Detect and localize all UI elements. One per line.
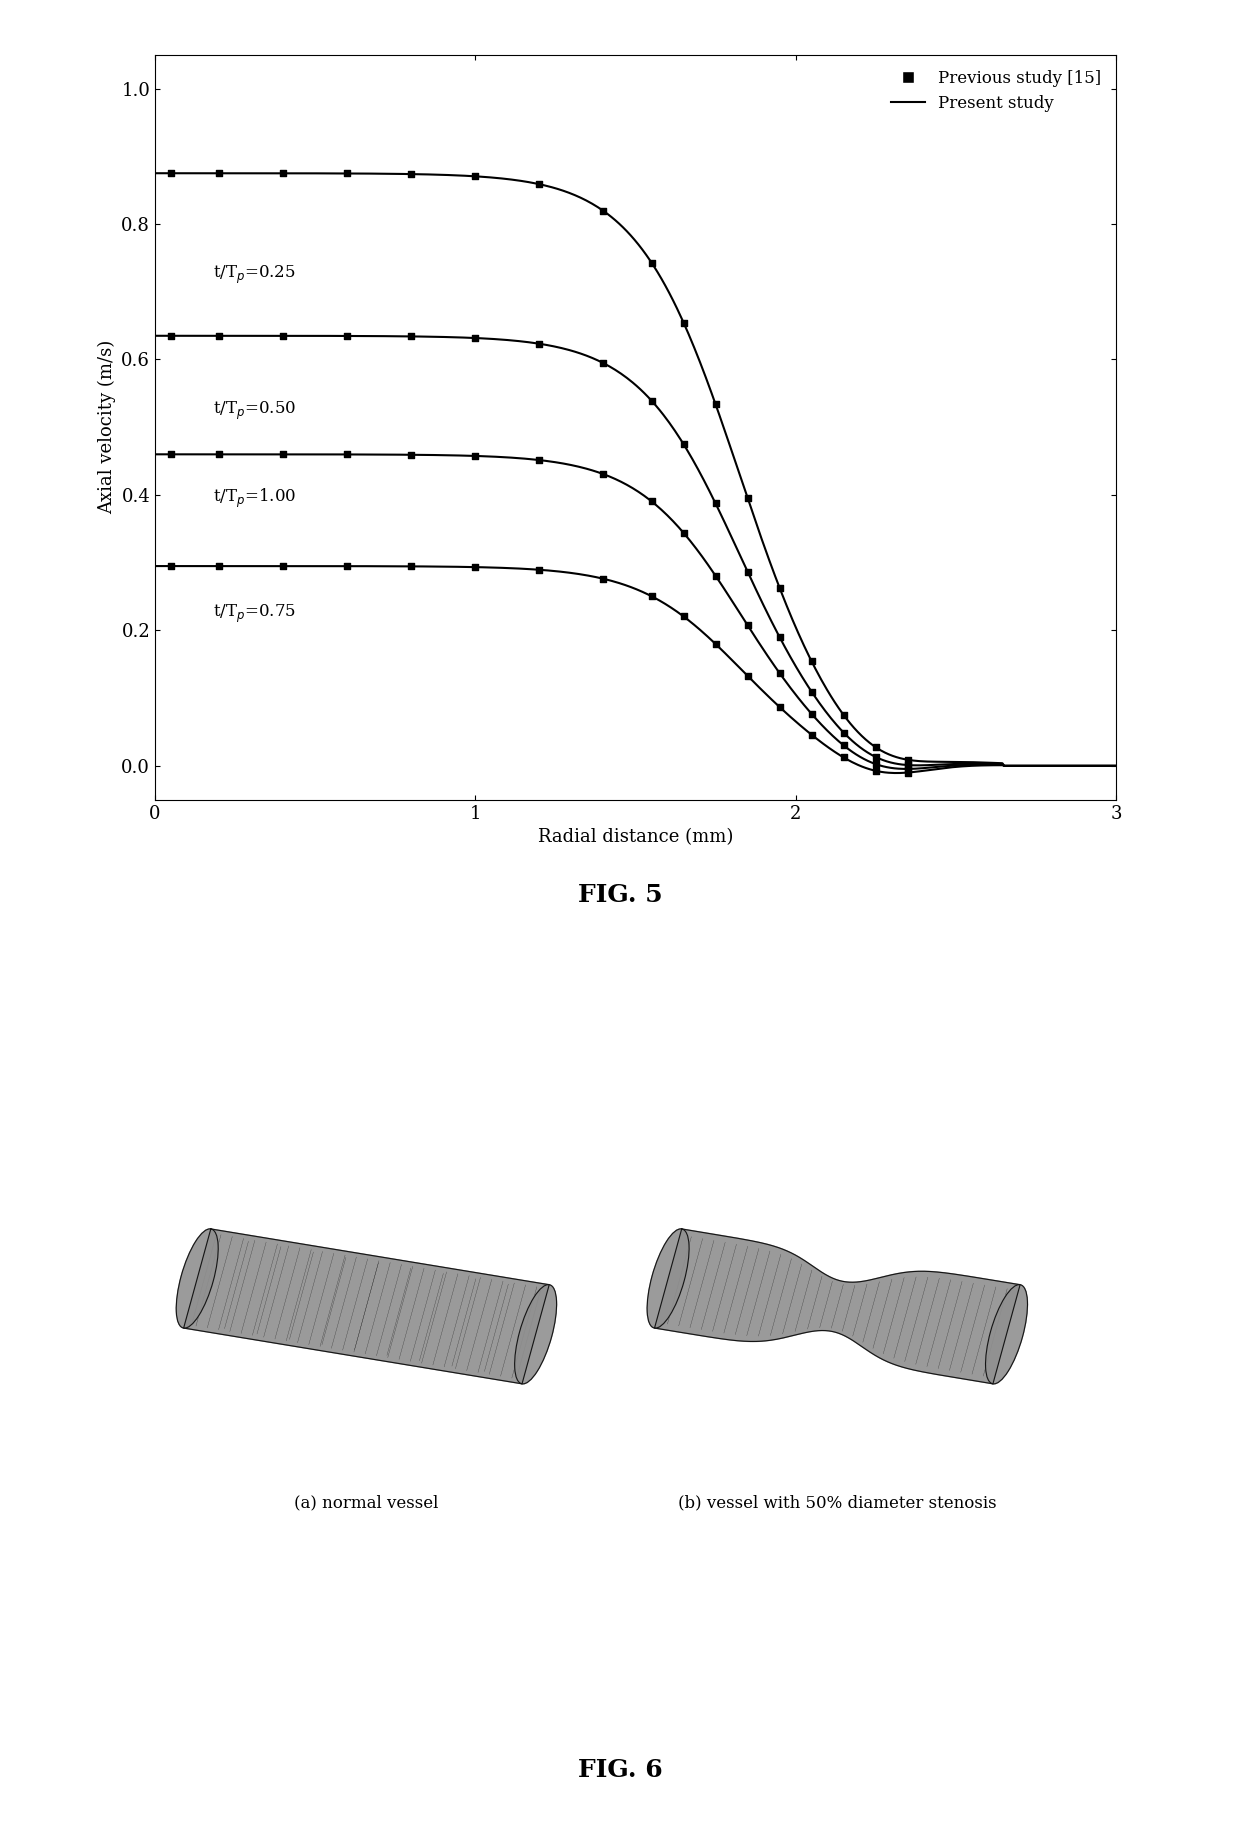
Ellipse shape [176,1229,218,1329]
Point [465,323,485,352]
X-axis label: Radial distance (mm): Radial distance (mm) [538,828,733,846]
Point [641,487,661,516]
Point [738,611,758,640]
Point [833,700,853,729]
Point [337,321,357,350]
Point [898,751,918,780]
Point [770,693,790,722]
Text: (a) normal vessel: (a) normal vessel [294,1495,439,1511]
Point [402,552,422,582]
Point [833,718,853,747]
Point [337,159,357,188]
Text: t/T$_p$=1.00: t/T$_p$=1.00 [213,487,296,510]
Point [673,602,693,631]
Text: t/T$_p$=0.75: t/T$_p$=0.75 [213,603,295,625]
Polygon shape [655,1229,1021,1384]
Point [706,489,725,518]
Text: t/T$_p$=0.50: t/T$_p$=0.50 [213,399,296,421]
Point [866,757,885,786]
Point [210,159,229,188]
Point [706,629,725,658]
Ellipse shape [515,1285,557,1384]
Point [161,439,181,469]
Point [529,556,549,585]
Ellipse shape [647,1229,689,1329]
Point [738,558,758,587]
Point [770,658,790,687]
Point [641,386,661,416]
Point [770,574,790,603]
Point [833,731,853,760]
Point [594,197,614,226]
Text: t/T$_p$=0.25: t/T$_p$=0.25 [213,264,295,286]
Point [866,733,885,762]
Point [210,439,229,469]
Point [465,162,485,191]
Point [402,323,422,352]
Point [802,700,822,729]
Point [273,321,293,350]
Point [210,321,229,350]
Point [529,330,549,359]
Ellipse shape [986,1285,1028,1384]
Point [802,647,822,676]
Point [833,744,853,773]
Point [673,430,693,459]
Point [641,248,661,277]
Point [673,518,693,547]
Point [866,749,885,778]
Point [529,445,549,474]
Point [337,552,357,582]
Point [802,678,822,707]
Point [161,552,181,582]
Point [898,758,918,788]
Point [337,439,357,469]
Point [673,308,693,337]
Point [706,561,725,591]
Text: (b) vessel with 50% diameter stenosis: (b) vessel with 50% diameter stenosis [678,1495,997,1511]
Point [594,459,614,489]
Point [594,563,614,592]
Point [738,662,758,691]
Point [594,348,614,377]
Point [402,439,422,469]
Y-axis label: Axial velocity (m/s): Axial velocity (m/s) [98,341,115,514]
Text: FIG. 6: FIG. 6 [578,1759,662,1783]
Legend: Previous study [15], Present study: Previous study [15], Present study [884,64,1107,118]
Text: FIG. 5: FIG. 5 [578,884,662,908]
Point [465,441,485,470]
Point [738,483,758,512]
Point [866,742,885,771]
Point [273,159,293,188]
Point [898,755,918,784]
Point [161,159,181,188]
Point [802,720,822,749]
Point [898,746,918,775]
Point [273,552,293,582]
Point [706,390,725,419]
Point [402,159,422,188]
Point [770,623,790,653]
Point [273,439,293,469]
Point [210,552,229,582]
Point [465,552,485,582]
Point [529,170,549,199]
Polygon shape [184,1229,549,1384]
Point [161,321,181,350]
Point [641,582,661,611]
